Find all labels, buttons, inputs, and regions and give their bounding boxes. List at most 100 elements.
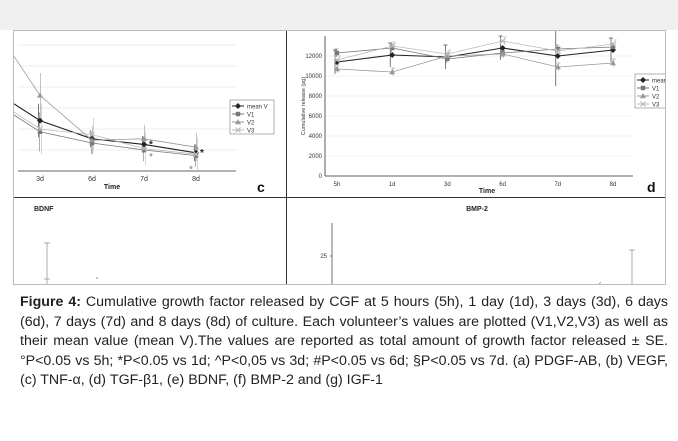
data-point [389,52,396,58]
data-point [37,117,43,124]
data-point [555,46,560,52]
data-point [499,38,506,44]
panel-f-chart: BMP-22025 [286,197,665,284]
data-point [610,41,616,47]
series-line [336,53,614,73]
data-point [389,43,396,49]
panel-c-svg: 3d 6d 7d 8d Time * * * * mean V V1 V2 V3 c [14,44,275,195]
data-point [390,45,395,51]
legend-marker [640,77,646,83]
data-point [193,151,199,158]
data-point [334,66,340,72]
x-tick-label: 6d [88,176,96,183]
data-point [141,135,147,141]
legend-label: V2 [247,121,255,127]
data-point [554,48,561,54]
data-point [334,50,340,56]
panel-e-svg: BDNF [34,206,99,284]
y-tick-label: 6000 [309,114,323,120]
annotation-star: * [149,139,153,150]
y-tick-label: 0 [319,174,323,180]
legend-label: V2 [652,95,660,101]
y-tick-label: 25 [320,254,327,260]
y-tick-label: 10000 [305,74,322,80]
legend-label: V1 [247,113,255,119]
data-point [193,144,199,150]
data-point [37,129,43,134]
data-point [444,53,451,59]
data-point [610,60,616,66]
legend-marker [235,119,241,125]
panel-d-svg: 0 2000 4000 6000 8000 10000 12000 5h 1d 3d 6d 7d 8d T… [301,31,666,195]
data-point [334,59,340,65]
data-point [554,64,561,70]
legend-marker [235,111,241,117]
annotation-star: * [149,152,153,163]
legend-marker [640,101,646,107]
x-tick-label: 7d [554,182,561,188]
panel-title: BMP-2 [466,206,488,213]
data-mark [95,276,99,280]
data-point [554,53,561,59]
panel-letter: c [257,179,265,195]
data-point [444,51,451,57]
x-axis-label: Time [479,188,495,195]
legend-label: V1 [652,87,660,93]
figure-caption: Figure 4: Cumulative growth factor relea… [20,293,668,391]
data-point [610,44,616,50]
y-tick-label: 4000 [309,134,323,140]
data-point [89,140,95,146]
data-point [141,145,147,152]
legend-marker [235,103,241,109]
data-point [193,153,199,158]
data-point [141,147,147,153]
caption-label: Figure 4: [20,294,81,310]
y-tick-label: 8000 [309,94,323,100]
x-tick-label: 6d [499,182,506,188]
y-tick-label: 2000 [309,154,323,160]
data-point [334,57,340,63]
legend-label: mean V [247,105,268,111]
data-point [141,141,147,148]
legend-marker [640,85,646,91]
x-tick-label: 8d [610,182,617,188]
annotation-star: * [200,148,204,159]
legend-label: V3 [247,129,255,135]
caption-text: Cumulative growth factor released by CGF… [20,294,668,389]
x-tick-label: 3d [36,176,44,183]
series-line [336,47,614,63]
series-line [336,46,614,60]
x-axis-label: Time [104,184,120,191]
data-point [89,131,95,138]
legend-label: V3 [652,103,660,109]
y-axis-label: Cumulative release (pg) [301,77,307,136]
x-tick-label: 8d [192,176,200,183]
annotation-star: * [189,165,193,176]
top-bar [0,0,678,30]
x-tick-label: 7d [140,176,148,183]
data-point [499,45,506,51]
y-tick-label: 12000 [305,54,322,60]
data-mark [598,281,602,284]
panel-title: BDNF [34,206,54,213]
data-point [445,56,450,62]
legend-marker [235,127,241,133]
data-point [499,51,506,57]
x-tick-label: 3d [444,182,451,188]
series-line [336,40,614,61]
panel-letter: d [647,179,656,195]
panel-c-chart: 3d 6d 7d 8d Time * * * * mean V V1 V2 V3 c [14,31,287,198]
data-point [389,69,396,75]
x-tick-label: 1d [389,182,396,188]
figure-area: 3d 6d 7d 8d Time * * * * mean V V1 V2 V3 c 0 2000 4000 6… [13,30,666,285]
x-tick-label: 5h [334,182,341,188]
data-point [89,137,95,143]
panel-e-chart: BDNF [14,197,287,284]
data-point [37,92,43,98]
panel-f-svg: BMP-22025 [320,206,635,284]
legend-marker [640,93,646,99]
data-point [37,126,43,132]
legend-label: mean V [652,79,666,85]
panel-d-chart: 0 2000 4000 6000 8000 10000 12000 5h 1d 3d 6d 7d 8d T… [286,31,666,198]
